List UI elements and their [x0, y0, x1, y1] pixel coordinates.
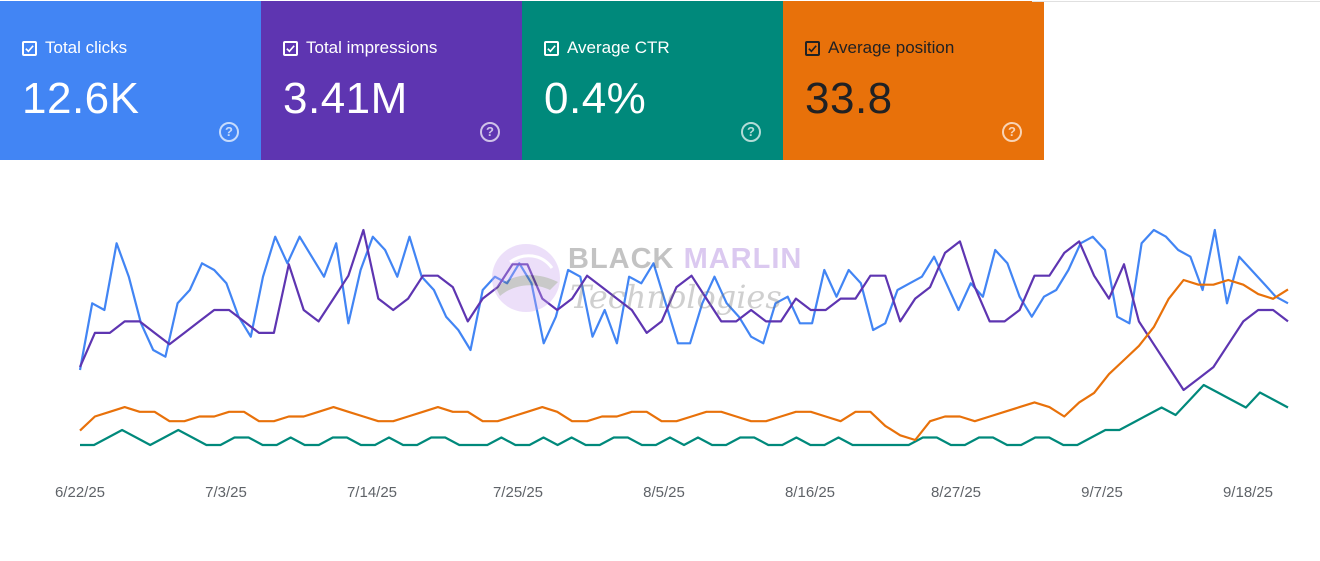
card-header: Total clicks — [22, 38, 127, 58]
watermark: BLACK MARLIN Technologies — [488, 240, 838, 320]
card-header: Average position — [805, 38, 954, 58]
x-tick-label: 7/14/25 — [347, 484, 397, 501]
x-tick-label: 8/27/25 — [931, 484, 981, 501]
help-icon[interactable]: ? — [219, 122, 239, 142]
metric-card-impressions[interactable]: Total impressions 3.41M ? — [261, 1, 522, 160]
x-tick-label: 9/7/25 — [1081, 484, 1123, 501]
series-line-average-ctr — [80, 383, 1289, 447]
metric-card-position[interactable]: Average position 33.8 ? — [783, 1, 1044, 160]
watermark-black: BLACK — [568, 243, 675, 275]
metric-label: Average position — [828, 38, 955, 57]
x-tick-label: 8/5/25 — [643, 484, 685, 501]
watermark-marlin: MARLIN — [683, 243, 803, 275]
x-tick-label: 7/25/25 — [493, 484, 543, 501]
performance-line-chart: 6/22/25 7/3/25 7/14/25 7/25/25 8/5/25 8/16/25… — [55, 228, 1289, 501]
x-tick-label: 6/22/25 — [55, 484, 105, 501]
x-tick-label: 8/16/25 — [785, 484, 835, 501]
checkbox-checked-icon[interactable] — [22, 40, 37, 56]
help-icon[interactable]: ? — [741, 122, 761, 142]
metric-value: 33.8 — [805, 74, 893, 123]
metric-value: 12.6K — [22, 74, 140, 123]
metric-card-clicks[interactable]: Total clicks 12.6K ? — [0, 1, 261, 160]
help-icon[interactable]: ? — [480, 122, 500, 142]
card-header: Total impressions — [283, 38, 437, 58]
checkbox-checked-icon[interactable] — [283, 40, 298, 56]
watermark-tagline: Technologies — [570, 278, 782, 316]
help-icon[interactable]: ? — [1002, 122, 1022, 142]
x-tick-label: 7/3/25 — [205, 484, 247, 501]
metric-cards: Total clicks 12.6K ? Total impressions 3… — [0, 1, 1044, 160]
card-header: Average CTR — [544, 38, 670, 58]
metric-label: Total impressions — [306, 38, 438, 57]
checkbox-checked-icon[interactable] — [544, 40, 559, 56]
metric-label: Average CTR — [567, 38, 670, 57]
metric-value: 3.41M — [283, 74, 408, 123]
metric-label: Total clicks — [45, 38, 128, 57]
x-tick-label: 9/18/25 — [1223, 484, 1273, 501]
checkbox-checked-icon[interactable] — [805, 40, 820, 56]
top-divider — [1032, 1, 1320, 2]
marlin-logo-icon — [492, 244, 560, 312]
metric-value: 0.4% — [544, 74, 647, 123]
metric-card-ctr[interactable]: Average CTR 0.4% ? — [522, 1, 783, 160]
watermark-brand: BLACK MARLIN — [568, 243, 802, 276]
series-line-total-impressions — [78, 228, 1289, 392]
series-line-total-clicks — [78, 228, 1289, 371]
series-line-average-position — [79, 278, 1289, 442]
